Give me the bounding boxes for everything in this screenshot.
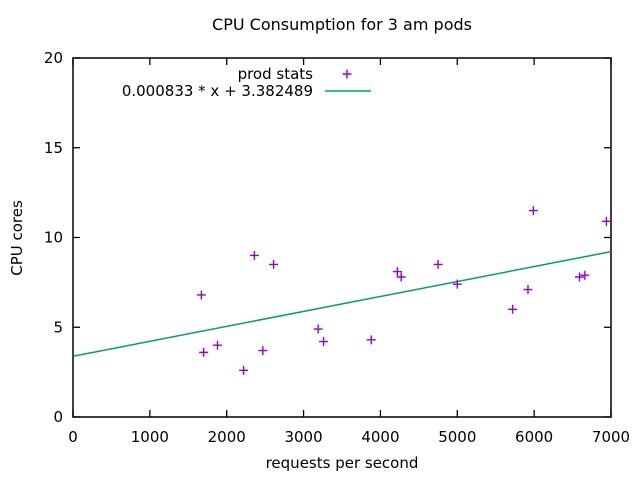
x-axis-label: requests per second (266, 454, 419, 472)
data-point (199, 347, 209, 357)
x-tick-label: 4000 (361, 428, 399, 446)
data-point (269, 259, 279, 269)
data-point (574, 272, 584, 282)
data-point (508, 304, 518, 314)
x-tick-label: 3000 (284, 428, 322, 446)
y-tick-label: 0 (53, 408, 63, 426)
legend-label-prod-stats: prod stats (238, 65, 314, 83)
x-tick-label: 1000 (131, 428, 169, 446)
data-point (319, 337, 329, 347)
tick-labels: 0 1000 2000 3000 4000 5000 6000 7000 0 5 10 15 20 (44, 49, 630, 446)
y-tick-label: 15 (44, 139, 63, 157)
x-tick-label: 6000 (515, 428, 553, 446)
data-point (258, 346, 268, 356)
data-point (249, 250, 259, 260)
data-point (601, 216, 611, 226)
x-tick-label: 7000 (592, 428, 630, 446)
legend-plus-icon (342, 69, 352, 79)
data-point (580, 270, 590, 280)
legend-scatter-marker-icon (342, 69, 352, 79)
x-tick-label: 0 (68, 428, 78, 446)
x-tick-label: 5000 (438, 428, 476, 446)
data-point (392, 267, 402, 277)
y-tick-label: 10 (44, 229, 63, 247)
data-point (452, 279, 462, 289)
data-point (212, 340, 222, 350)
axis-ticks (72, 57, 612, 418)
data-point (313, 324, 323, 334)
y-axis-label: CPU cores (8, 200, 26, 276)
data-point (523, 285, 533, 295)
fit-line (72, 250, 612, 358)
y-tick-label: 5 (53, 318, 63, 336)
plot-border-box (72, 57, 612, 418)
y-tick-label: 20 (44, 49, 63, 67)
x-tick-label: 2000 (208, 428, 246, 446)
data-point (433, 259, 443, 269)
data-point (396, 272, 406, 282)
data-point (366, 335, 376, 345)
legend-label-fit-equation: 0.000833 * x + 3.382489 (122, 82, 313, 100)
fit-line-series (72, 250, 612, 358)
scatter-point-series (196, 206, 611, 375)
plot-border (72, 57, 612, 418)
data-point (196, 290, 206, 300)
data-point (528, 206, 538, 216)
data-point (239, 365, 249, 375)
chart-title: CPU Consumption for 3 am pods (212, 15, 472, 34)
legend: prod stats 0.000833 * x + 3.382489 (122, 65, 371, 100)
